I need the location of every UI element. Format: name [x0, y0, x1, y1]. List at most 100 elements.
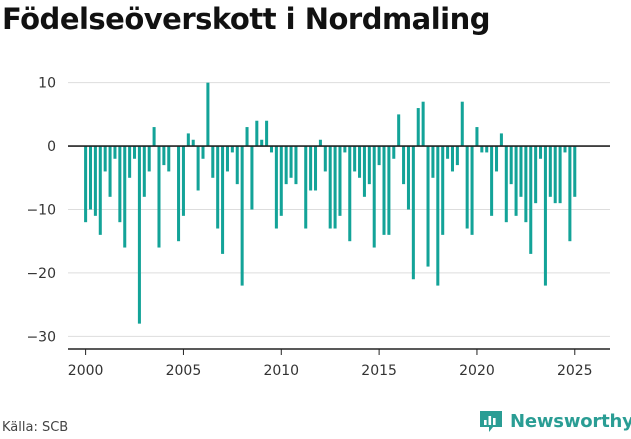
y-tick-label: −30: [26, 329, 56, 345]
newsworthy-logo: Newsworthy: [478, 409, 631, 433]
bar: [162, 146, 166, 166]
bar: [539, 146, 543, 159]
bar: [323, 146, 327, 172]
bar: [563, 146, 567, 153]
bar: [353, 146, 357, 172]
bar: [446, 146, 450, 159]
bar: [441, 146, 445, 235]
bar: [426, 146, 430, 267]
bar: [534, 146, 538, 204]
bar: [304, 146, 308, 229]
bar: [196, 146, 200, 191]
bar: [504, 146, 508, 223]
bar: [470, 146, 474, 235]
bar: [524, 146, 528, 223]
bar: [382, 146, 386, 235]
bar: [191, 139, 195, 147]
bar: [309, 146, 313, 191]
bar: [402, 146, 406, 185]
bar: [181, 146, 185, 216]
y-tick-label: −10: [26, 203, 56, 219]
bar: [133, 146, 137, 159]
bar-chart: 10 0 −10 −20 −30 2000 2005 2010 2015 2020 2025: [26, 76, 610, 379]
y-tick-label: −20: [26, 266, 56, 282]
bar: [255, 120, 259, 147]
bar: [558, 146, 562, 204]
x-axis-ticks: 2000 2005 2010 2015 2020 2025: [68, 349, 593, 379]
bar: [221, 146, 225, 254]
x-tick-label: 2005: [166, 363, 202, 379]
chart-title: Födelseöverskott i Nordmaling: [2, 2, 491, 36]
x-tick-label: 2010: [263, 363, 299, 379]
bar: [211, 146, 215, 178]
bar: [367, 146, 371, 185]
bar: [123, 146, 127, 248]
bar: [431, 146, 435, 178]
bar: [318, 139, 322, 147]
bar: [372, 146, 376, 248]
bar: [348, 146, 352, 242]
bar: [314, 146, 318, 191]
bar: [84, 146, 88, 223]
bar: [118, 146, 122, 223]
bar: [499, 133, 503, 147]
bar: [103, 146, 107, 172]
bar: [269, 146, 274, 153]
bar: [480, 146, 484, 153]
bar: [573, 146, 577, 197]
bar: [495, 146, 499, 172]
bar: [274, 146, 278, 229]
bar: [206, 82, 210, 147]
bar: [289, 146, 293, 178]
bar: [128, 146, 132, 178]
bar: [465, 146, 469, 229]
bar: [436, 146, 440, 286]
bar: [284, 146, 288, 185]
bar: [514, 146, 518, 216]
x-tick-label: 2015: [361, 363, 397, 379]
y-tick-label: 0: [47, 139, 56, 155]
bar: [230, 146, 234, 153]
bar: [113, 146, 117, 159]
bar: [387, 146, 391, 235]
bar: [225, 146, 229, 172]
bar: [406, 146, 410, 210]
bar: [93, 146, 97, 216]
bar: [186, 133, 190, 147]
bar: [377, 146, 381, 166]
bar: [240, 146, 244, 286]
bar: [509, 146, 513, 185]
bar: [294, 146, 298, 185]
bar: [152, 127, 156, 147]
bar: [177, 146, 181, 242]
bar: [137, 146, 141, 324]
bar: [490, 146, 494, 216]
bar: [475, 127, 479, 147]
newsworthy-chart-icon: [480, 411, 502, 432]
bar: [460, 101, 464, 147]
bar: [108, 146, 112, 197]
bar: [260, 139, 264, 147]
bar: [328, 146, 332, 229]
bar: [167, 146, 171, 172]
x-tick-label: 2000: [68, 363, 104, 379]
bar: [235, 146, 239, 185]
bar: [216, 146, 220, 229]
bar: [455, 146, 459, 166]
brand-name: Newsworthy: [510, 410, 631, 432]
bar: [88, 146, 93, 210]
bar: [519, 146, 523, 197]
x-tick-label: 2020: [459, 363, 495, 379]
bar: [362, 146, 366, 197]
bar: [529, 146, 533, 254]
bar: [485, 146, 489, 153]
bar: [392, 146, 396, 159]
x-tick-label: 2025: [557, 363, 593, 379]
bar: [147, 146, 151, 172]
bar: [416, 108, 420, 147]
bar: [250, 146, 254, 210]
bar: [568, 146, 572, 242]
bar: [333, 146, 337, 229]
bar: [142, 146, 146, 197]
bar: [265, 120, 269, 147]
